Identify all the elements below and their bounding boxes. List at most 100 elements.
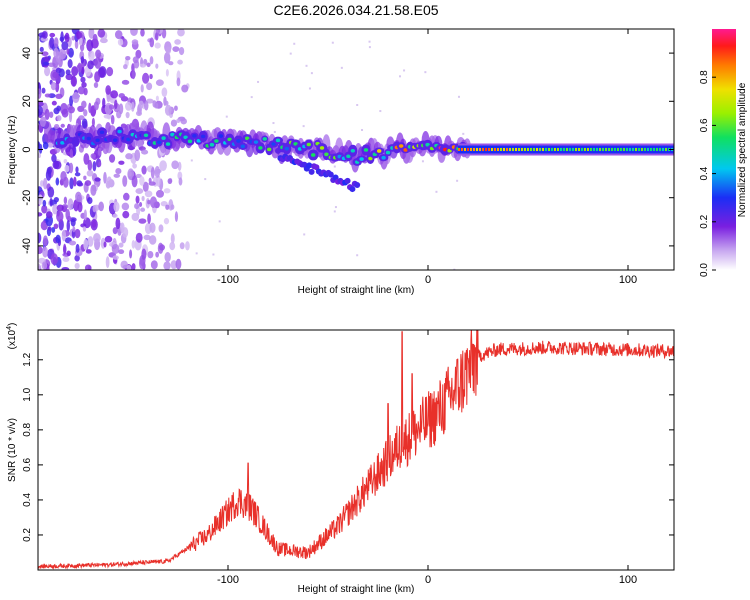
spectrogram-noise-cell	[368, 40, 371, 43]
spectrogram-noise-cell	[67, 198, 74, 211]
spectrogram-cell	[458, 148, 460, 151]
spectrogram-cell	[653, 148, 655, 151]
snr-ticks: -100 0 100 0.2 0.4 0.6 0.8 1.0 1.2	[22, 330, 674, 586]
spectrogram-noise-cell	[331, 41, 334, 44]
spectrogram-noise-cell	[87, 236, 94, 247]
spectrogram-noise-cell	[161, 29, 167, 39]
spectrogram-noise-cell	[142, 181, 149, 193]
spectrogram-noise-cell	[333, 165, 336, 168]
spectrogram-noise-cell	[46, 166, 52, 175]
spectrogram-cell	[385, 150, 391, 155]
spectrogram-cell	[165, 142, 171, 146]
spectrogram-noise-cell	[140, 84, 144, 93]
spectrogram-noise-cell	[165, 100, 169, 106]
spectrogram-cell	[201, 134, 206, 139]
spectrogram-noise-cell	[181, 84, 189, 93]
spectrogram-cell	[635, 148, 637, 151]
spectrogram-y-label: Frequency (Hz)	[7, 116, 18, 185]
spectrogram-noise-cell	[72, 149, 76, 157]
spectrogram-noise-cell	[164, 104, 172, 116]
spectrogram-noise-cell	[305, 64, 308, 67]
spectrogram-noise-cell	[155, 63, 159, 69]
spectrogram-noise-cell	[68, 240, 77, 246]
spectrogram-noise-cell	[106, 93, 111, 103]
y-tick-label: 0.8	[22, 422, 33, 436]
spectrogram-noise-cell	[146, 82, 153, 91]
spectrogram-noise-cell	[155, 95, 159, 102]
spectrogram-noise-cell	[75, 243, 80, 253]
snr-x-label: Height of straight line (km)	[298, 584, 415, 595]
spectrogram-cell	[113, 138, 118, 142]
spectrogram-noise-cell	[120, 260, 128, 269]
spectrogram-noise-cell	[333, 210, 336, 213]
colorbar-gradient	[712, 29, 736, 270]
spectrogram-noise-cell	[147, 250, 154, 259]
spectrogram-noise-cell	[138, 100, 144, 109]
spectrogram-cell	[488, 148, 490, 151]
spectrogram-noise-cell	[97, 29, 106, 38]
spectrogram-noise-cell	[121, 202, 130, 211]
spectrogram-cell	[275, 138, 281, 143]
spectrogram-noise-cell	[134, 149, 141, 162]
spectrogram-noise-cell	[90, 153, 96, 159]
spectrogram-ticks: -100 0 100 -40 -20 0 20 40	[21, 29, 674, 286]
spectrogram-x-label: Height of straight line (km)	[298, 285, 415, 296]
spectrogram-noise-cell	[62, 256, 70, 263]
spectrogram-noise-cell	[87, 60, 94, 70]
spectrogram-noise-cell	[55, 51, 62, 63]
spectrogram-noise-cell	[106, 66, 114, 77]
spectrogram-cell	[192, 134, 197, 138]
spectrogram-noise-cell	[93, 101, 99, 111]
spectrogram-noise-cell	[62, 176, 69, 188]
spectrogram-noise-cell	[66, 250, 71, 257]
y-tick-label: 0	[21, 146, 33, 152]
spectrogram-cell	[617, 148, 619, 151]
spectrogram-noise-cell	[66, 219, 70, 232]
spectrogram-cell	[587, 148, 589, 151]
spectrogram-noise-cell	[74, 39, 79, 50]
spectrogram-noise-cell	[171, 160, 179, 170]
spectrogram-noise-cell	[42, 177, 48, 190]
spectrogram-noise-cell	[42, 199, 47, 207]
spectrogram-noise-cell	[85, 249, 92, 254]
spectrogram-noise-cell	[41, 204, 48, 214]
spectrogram-noise-cell	[163, 52, 171, 64]
spectrogram-noise-cell	[115, 217, 121, 230]
spectrogram-cell	[491, 148, 493, 151]
spectrogram-noise-cell	[257, 80, 260, 83]
spectrogram-noise-cell	[177, 29, 185, 37]
spectrogram-cell	[632, 148, 634, 151]
spectrogram-cell	[467, 148, 469, 151]
spectrogram-cell	[590, 148, 592, 151]
spectrogram-noise-cell	[138, 218, 147, 224]
spectrogram-cell	[306, 142, 311, 147]
spectrogram-noise-cell	[83, 175, 87, 181]
spectrogram-noise-cell	[115, 168, 122, 175]
spectrogram-noise-cell	[368, 46, 371, 49]
spectrogram-noise-cell	[308, 87, 311, 90]
spectrogram-noise-cell	[81, 66, 85, 75]
spectrogram-noise-cell	[103, 241, 107, 248]
spectrogram-noise-cell	[38, 212, 43, 217]
spectrogram-noise-cell	[86, 39, 94, 52]
spectrogram-noise-cell	[94, 71, 101, 83]
spectrogram-cell	[157, 140, 162, 144]
spectrogram-noise-cell	[190, 159, 193, 162]
spectrogram-noise-cell	[141, 165, 147, 175]
spectrogram-noise-cell	[52, 203, 58, 215]
spectrogram-noise-cell	[42, 246, 48, 258]
spectrogram-noise-cell	[118, 242, 124, 248]
spectrogram-noise-cell	[50, 69, 59, 81]
spectrogram-cell	[311, 153, 316, 157]
spectrogram-noise-cell	[77, 182, 84, 187]
spectrogram-noise-cell	[118, 93, 125, 99]
spectrogram-cell	[308, 168, 315, 175]
spectrogram-noise-cell	[125, 111, 130, 119]
colorbar-tick-label: 0.0	[699, 263, 710, 277]
spectrogram-cell	[368, 156, 373, 161]
spectrogram-noise-cell	[132, 163, 137, 169]
spectrogram-noise-cell	[310, 72, 313, 75]
spectrogram-noise-cell	[112, 255, 119, 260]
spectrogram-noise-cell	[65, 208, 70, 221]
